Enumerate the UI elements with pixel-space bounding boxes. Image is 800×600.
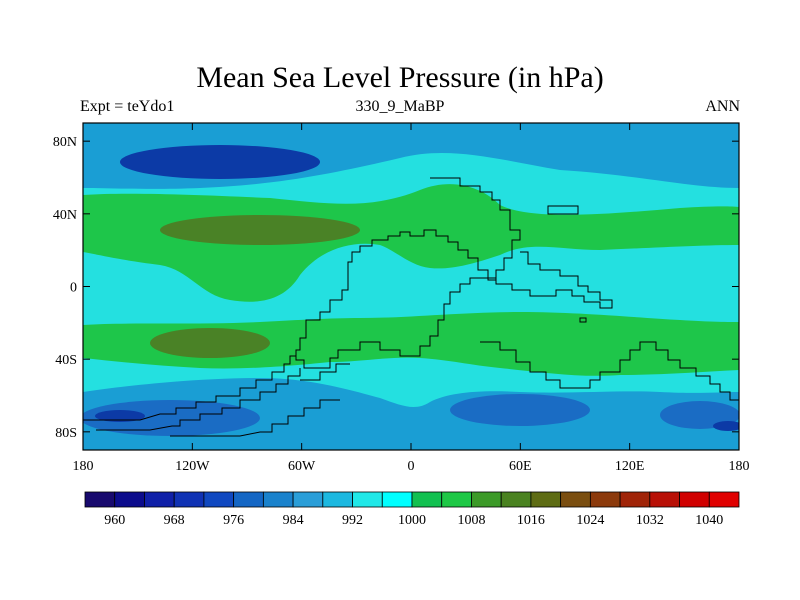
island-a: [547, 205, 579, 215]
colorbar-label: 992: [342, 513, 363, 528]
colorbar-swatch: [649, 491, 680, 508]
y-tick-label: 80N: [53, 135, 77, 150]
coast-southwest-2: [96, 368, 301, 431]
field-north-high: [83, 184, 739, 302]
x-tick-label: 180: [729, 459, 750, 474]
colorbar-swatch: [530, 491, 562, 508]
colorbar-swatch: [560, 491, 591, 508]
pressure-field: [83, 123, 739, 450]
y-tick-label: 80S: [55, 426, 77, 441]
colorbar-label: 1032: [636, 513, 664, 528]
colorbar-label: 1024: [576, 513, 604, 528]
colorbar-swatch: [292, 491, 324, 508]
colorbar-swatch: [500, 491, 532, 508]
x-tick-label: 0: [408, 459, 415, 474]
field-north-olive: [160, 215, 360, 245]
continent-south: [480, 341, 739, 401]
colorbar-swatch: [173, 491, 205, 508]
colorbar-swatch: [84, 491, 116, 508]
colorbar-swatch: [708, 491, 740, 508]
y-tick-label: 40N: [53, 208, 77, 223]
y-tick-label: 40S: [55, 353, 77, 368]
field-south-deep-east: [450, 394, 590, 426]
x-tick-label: 120E: [615, 459, 645, 474]
colorbar-swatch: [322, 491, 353, 508]
colorbar-swatch: [144, 491, 175, 508]
continent-north: [295, 177, 613, 369]
colorbar-label: 968: [164, 513, 185, 528]
colorbar-label: 1016: [517, 513, 545, 528]
colorbar-label: 984: [283, 513, 304, 528]
colorbar-swatch: [203, 491, 235, 508]
coast-southwest-4: [300, 363, 350, 381]
colorbar-swatch: [589, 491, 621, 508]
colorbar-swatch: [471, 491, 502, 508]
colorbar-label: 1008: [457, 513, 485, 528]
colorbar-label: 1000: [398, 513, 426, 528]
period-label: 330_9_MaBP: [355, 98, 445, 115]
colorbar-swatch: [619, 491, 651, 508]
experiment-label: Expt = teYdo1: [80, 98, 175, 115]
colorbar-label: 976: [223, 513, 244, 528]
colorbar-swatch: [352, 491, 383, 508]
colorbar-swatch: [411, 491, 443, 508]
colorbar-label: 1040: [695, 513, 723, 528]
field-north-core: [120, 145, 320, 179]
field-south-deep: [83, 400, 260, 436]
coastlines: [83, 177, 739, 437]
colorbar-swatch: [381, 491, 413, 508]
axes: 180 120W 60W 0 60E 120E 180 80N 40N 0 40S 80S: [53, 123, 750, 474]
x-tick-label: 60W: [288, 459, 316, 474]
x-tick-label: 180: [73, 459, 94, 474]
y-tick-label: 0: [70, 281, 77, 296]
colorbar-swatch: [679, 491, 710, 508]
island-b: [579, 317, 587, 323]
field-south-core: [95, 410, 145, 422]
field-south-core-east: [713, 421, 739, 431]
colorbar-swatch: [233, 491, 264, 508]
map-title: Mean Sea Level Pressure (in hPa): [196, 61, 604, 94]
colorbar-swatch: [114, 491, 145, 508]
x-tick-label: 120W: [175, 459, 210, 474]
colorbar-swatch: [441, 491, 472, 508]
field-south-olive: [150, 328, 270, 358]
field-south-low: [83, 378, 739, 450]
field-south-high: [83, 312, 739, 376]
coast-southwest-3: [170, 399, 340, 437]
coast-southwest: [83, 355, 296, 421]
colorbar-swatch: [262, 491, 294, 508]
colorbar: 960 968 976 984 992 1000 1008 1016 1024 1032 1040: [84, 491, 740, 528]
season-label: ANN: [705, 98, 740, 115]
x-tick-label: 60E: [509, 459, 532, 474]
colorbar-label: 960: [104, 513, 125, 528]
